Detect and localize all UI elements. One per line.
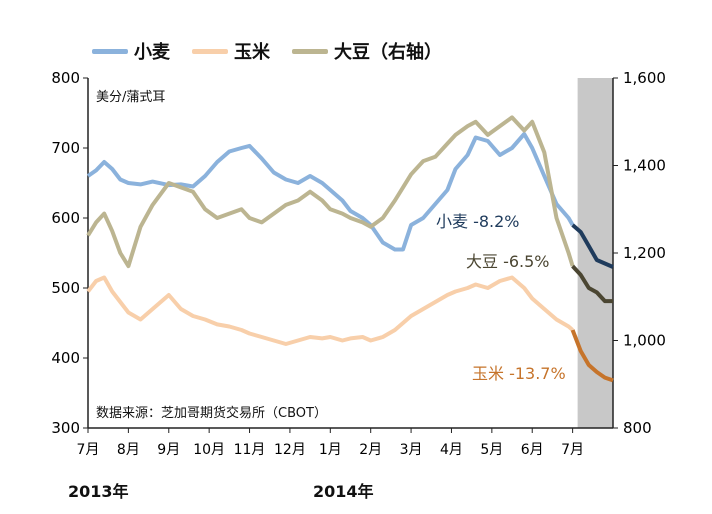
left-tick-label: 600 bbox=[51, 209, 80, 227]
left-tick-label: 500 bbox=[51, 279, 80, 297]
x-tick-label: 6月 bbox=[521, 442, 544, 458]
x-tick-label: 11月 bbox=[234, 442, 266, 458]
legend: 小麦 玉米 大豆（右轴） bbox=[92, 38, 442, 64]
year-label-2014: 2014年 bbox=[313, 482, 374, 501]
x-tick-label: 7月 bbox=[561, 442, 584, 458]
series-line-1 bbox=[86, 275, 574, 346]
legend-swatch-soybean bbox=[292, 48, 328, 54]
change-label-wheat: 小麦 -8.2% bbox=[436, 212, 520, 231]
legend-swatch-wheat bbox=[92, 48, 128, 54]
x-tick-label: 4月 bbox=[440, 442, 463, 458]
x-tick-label: 3月 bbox=[400, 442, 423, 458]
x-tick-label: 12月 bbox=[274, 442, 306, 458]
right-tick-label: 800 bbox=[623, 419, 652, 437]
right-tick-label: 1,000 bbox=[623, 332, 666, 350]
x-tick-label: 5月 bbox=[480, 442, 503, 458]
legend-label-corn: 玉米 bbox=[234, 42, 270, 63]
legend-swatch-corn bbox=[192, 48, 228, 54]
series-line-0 bbox=[86, 132, 575, 252]
source-note: 数据来源：芝加哥期货交易所（CBOT） bbox=[96, 406, 327, 421]
right-tick-label: 1,200 bbox=[623, 244, 666, 262]
x-tick-label: 9月 bbox=[157, 442, 180, 458]
series-line-highlight-2 bbox=[571, 264, 613, 304]
change-label-soybean: 大豆 -6.5% bbox=[466, 252, 550, 271]
right-tick-label: 1,600 bbox=[623, 69, 666, 87]
series-line-2 bbox=[86, 115, 575, 269]
left-tick-label: 400 bbox=[51, 349, 80, 367]
legend-label-wheat: 小麦 bbox=[134, 42, 170, 63]
change-label-corn: 玉米 -13.7% bbox=[472, 364, 566, 383]
right-tick-label: 1,400 bbox=[623, 157, 666, 175]
x-tick-label: 10月 bbox=[193, 442, 225, 458]
series-line-highlight-0 bbox=[571, 223, 614, 269]
left-tick-label: 300 bbox=[51, 419, 80, 437]
legend-label-soybean: 大豆（右轴） bbox=[334, 42, 442, 63]
x-tick-label: 7月 bbox=[77, 442, 100, 458]
x-tick-label: 8月 bbox=[117, 442, 140, 458]
year-label-2013: 2013年 bbox=[68, 482, 129, 501]
legend-item-soybean[interactable]: 大豆（右轴） bbox=[292, 38, 442, 64]
series-line-highlight-1 bbox=[570, 329, 614, 383]
x-tick-label: 1月 bbox=[319, 442, 342, 458]
highlight-region bbox=[577, 78, 613, 428]
left-tick-label: 700 bbox=[51, 139, 80, 157]
left-tick-label: 800 bbox=[51, 69, 80, 87]
x-tick-label: 2月 bbox=[359, 442, 382, 458]
legend-item-corn[interactable]: 玉米 bbox=[192, 38, 270, 64]
y-axis-unit-label: 美分/蒲式耳 bbox=[96, 90, 166, 105]
legend-item-wheat[interactable]: 小麦 bbox=[92, 38, 170, 64]
